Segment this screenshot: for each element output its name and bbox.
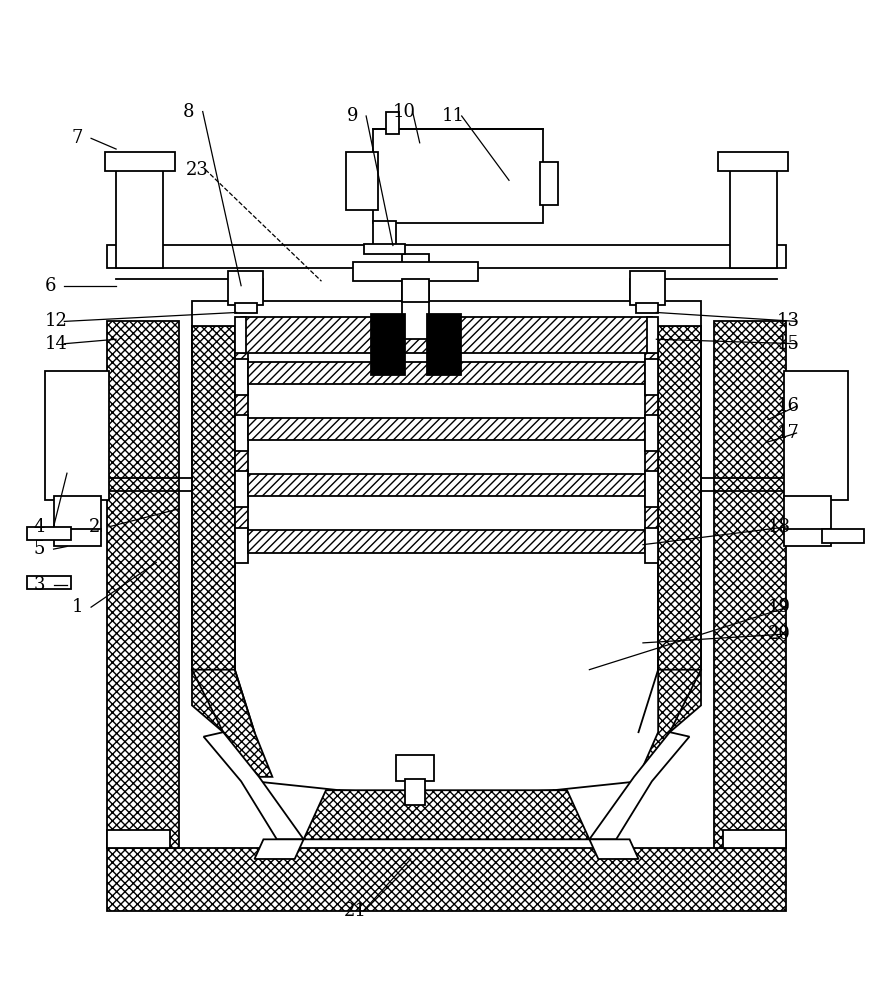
Text: 20: 20 bbox=[768, 625, 791, 643]
Bar bbox=[427, 314, 461, 375]
Bar bbox=[645, 440, 658, 474]
Bar bbox=[647, 317, 658, 353]
Bar bbox=[636, 303, 658, 313]
Bar bbox=[402, 279, 429, 302]
Bar bbox=[364, 244, 405, 254]
Text: 12: 12 bbox=[45, 312, 68, 330]
Text: 16: 16 bbox=[777, 397, 800, 415]
Polygon shape bbox=[192, 670, 272, 777]
Bar bbox=[45, 371, 109, 500]
Bar bbox=[353, 262, 478, 281]
Bar bbox=[373, 129, 543, 223]
Text: 10: 10 bbox=[393, 103, 416, 121]
Bar bbox=[235, 359, 248, 395]
Bar bbox=[107, 245, 786, 268]
Text: 15: 15 bbox=[777, 335, 800, 353]
Polygon shape bbox=[638, 670, 701, 777]
Bar bbox=[645, 496, 658, 530]
Text: 6: 6 bbox=[45, 277, 56, 295]
Text: 3: 3 bbox=[34, 576, 46, 594]
Polygon shape bbox=[304, 790, 589, 839]
Bar bbox=[402, 254, 429, 339]
Bar bbox=[116, 165, 163, 268]
Text: 11: 11 bbox=[442, 107, 465, 125]
Text: 17: 17 bbox=[777, 424, 800, 442]
Bar bbox=[192, 301, 701, 326]
Bar bbox=[405, 779, 425, 805]
Bar bbox=[228, 271, 263, 305]
Text: 9: 9 bbox=[346, 107, 358, 125]
Bar bbox=[645, 384, 658, 418]
Bar bbox=[241, 317, 652, 353]
Bar bbox=[645, 471, 658, 507]
Bar bbox=[235, 317, 246, 353]
Bar bbox=[718, 152, 788, 171]
Bar bbox=[105, 152, 175, 171]
Text: 13: 13 bbox=[777, 312, 800, 330]
Bar bbox=[822, 529, 864, 543]
Bar bbox=[235, 328, 248, 362]
Text: 21: 21 bbox=[344, 902, 367, 920]
Bar bbox=[27, 527, 71, 540]
Polygon shape bbox=[589, 732, 689, 839]
Bar bbox=[235, 440, 248, 474]
Text: 18: 18 bbox=[768, 518, 791, 536]
Bar bbox=[714, 321, 786, 848]
Bar bbox=[248, 362, 645, 384]
Bar bbox=[248, 418, 645, 440]
Bar bbox=[248, 530, 645, 553]
Bar bbox=[54, 529, 101, 546]
Bar bbox=[107, 321, 179, 848]
Polygon shape bbox=[204, 732, 304, 839]
Bar bbox=[658, 326, 701, 670]
Text: 8: 8 bbox=[183, 103, 195, 121]
Text: 14: 14 bbox=[45, 335, 68, 353]
Bar bbox=[248, 474, 645, 496]
Text: 5: 5 bbox=[34, 540, 46, 558]
Bar bbox=[27, 576, 71, 589]
Bar bbox=[235, 303, 257, 313]
Bar bbox=[373, 221, 396, 248]
Bar bbox=[645, 359, 658, 395]
Text: 19: 19 bbox=[768, 598, 791, 616]
Bar bbox=[784, 529, 831, 546]
Bar bbox=[235, 496, 248, 530]
Text: 7: 7 bbox=[71, 129, 83, 147]
Bar bbox=[107, 848, 786, 911]
Bar bbox=[730, 165, 777, 268]
Bar bbox=[645, 415, 658, 451]
Bar bbox=[645, 328, 658, 362]
Bar bbox=[235, 471, 248, 507]
Bar bbox=[235, 528, 248, 563]
Bar bbox=[107, 830, 170, 848]
Bar bbox=[235, 384, 248, 418]
Bar bbox=[235, 415, 248, 451]
Polygon shape bbox=[255, 839, 304, 859]
Bar bbox=[396, 755, 434, 781]
Bar bbox=[54, 496, 101, 531]
Bar bbox=[346, 152, 378, 210]
Bar bbox=[386, 112, 399, 134]
Bar bbox=[192, 326, 235, 670]
Bar bbox=[540, 162, 558, 205]
Text: 1: 1 bbox=[71, 598, 83, 616]
Bar bbox=[784, 496, 831, 531]
Bar bbox=[371, 314, 405, 375]
Text: 4: 4 bbox=[34, 518, 46, 536]
Bar bbox=[645, 528, 658, 563]
Bar bbox=[784, 371, 848, 500]
Text: 2: 2 bbox=[89, 518, 101, 536]
Bar bbox=[630, 271, 665, 305]
Polygon shape bbox=[589, 839, 638, 859]
Bar bbox=[723, 830, 786, 848]
Text: 23: 23 bbox=[186, 161, 209, 179]
